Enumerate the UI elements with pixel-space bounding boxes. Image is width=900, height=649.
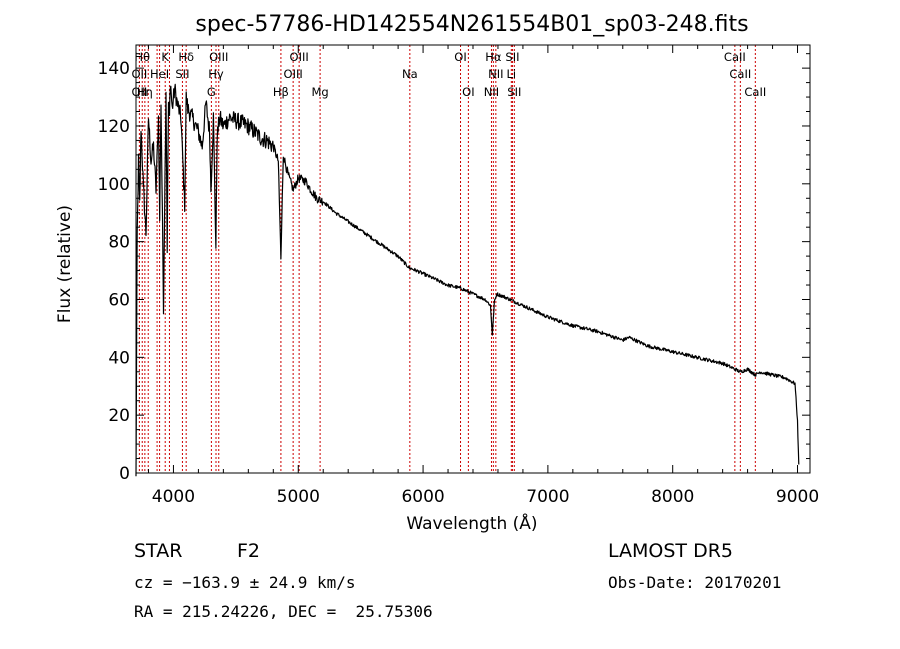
marker-label: CaII [744, 85, 766, 99]
ra-dec-coordinates: RA = 215.24226, DEC = 25.75306 [134, 602, 433, 621]
marker-label: OIII [209, 50, 228, 64]
x-tick-label: 7000 [526, 487, 569, 507]
y-tick-label: 40 [108, 348, 130, 368]
marker-label: Hη [137, 85, 153, 99]
marker-label: OII [131, 67, 147, 81]
y-tick-label: 60 [108, 290, 130, 310]
redshift-velocity: cz = −163.9 ± 24.9 km/s [134, 573, 356, 592]
y-tick-label: 20 [108, 406, 130, 426]
x-tick-label: 9000 [776, 487, 819, 507]
marker-label: SII [175, 67, 189, 81]
marker-label: K [161, 50, 169, 64]
y-tick-label: 100 [98, 175, 130, 195]
y-tick-label: 140 [98, 59, 130, 79]
marker-label: OIII [290, 50, 309, 64]
marker-label: Li [507, 67, 517, 81]
marker-label: G [207, 85, 216, 99]
y-tick-label: 0 [119, 464, 130, 484]
marker-label: Hδ [178, 50, 194, 64]
marker-label: Hγ [208, 67, 224, 81]
x-tick-label: 6000 [401, 487, 444, 507]
x-axis-label: Wavelength (Å) [406, 512, 537, 534]
marker-label: NII [484, 85, 499, 99]
line-markers [138, 45, 756, 473]
plot-frame [135, 44, 811, 474]
y-tick-label: 80 [108, 233, 130, 253]
marker-label: NII [488, 67, 503, 81]
marker-label: Hβ [273, 85, 289, 99]
observation-date: Obs-Date: 20170201 [608, 573, 782, 592]
marker-label: OII [131, 85, 147, 99]
x-tick-label: 4000 [152, 487, 195, 507]
marker-label: Mg [311, 85, 328, 99]
marker-label: CaII [724, 50, 746, 64]
y-tick-label: 120 [98, 117, 130, 137]
object-class: STAR [134, 540, 183, 562]
survey-name: LAMOST DR5 [608, 540, 733, 562]
marker-label: Hθ [134, 50, 150, 64]
spectral-subclass: F2 [237, 540, 261, 562]
marker-label: OI [462, 85, 474, 99]
spectrum-line [135, 83, 800, 477]
marker-label: SII [505, 50, 519, 64]
marker-label: SII [507, 85, 521, 99]
marker-label: OI [454, 50, 466, 64]
marker-label: Hα [485, 50, 502, 64]
x-axis-ticks: 4000 5000 6000 7000 8000 9000 [147, 45, 819, 507]
x-tick-label: 8000 [651, 487, 694, 507]
x-tick-label: 5000 [277, 487, 320, 507]
chart-title: spec-57786-HD142554N261554B01_sp03-248.f… [195, 12, 748, 37]
marker-label: HeI [150, 67, 169, 81]
marker-label: OIII [284, 67, 303, 81]
marker-label: Na [402, 67, 418, 81]
y-axis-label: Flux (relative) [55, 205, 75, 323]
marker-label: CaII [729, 67, 751, 81]
y-axis-ticks: 0 20 40 60 80 100 120 140 [98, 53, 810, 484]
